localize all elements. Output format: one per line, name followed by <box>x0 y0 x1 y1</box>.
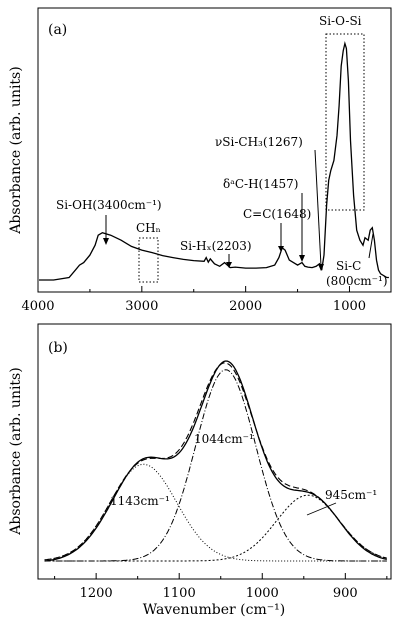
annotation-si-c: Si-C <box>336 259 361 273</box>
fit-sum-curve <box>44 362 387 561</box>
panel-b-tick-label: 1000 <box>246 586 279 601</box>
panel-b-ylabel: Absorbance (arb. units) <box>8 367 24 535</box>
panel-b-tick-label: 1100 <box>163 586 196 601</box>
panel-b-xlabel: Wavenumber (cm⁻¹) <box>143 602 285 618</box>
panel-a-tick-label: 2000 <box>229 299 262 314</box>
peak-label-1044: 1044cm⁻¹ <box>194 432 254 446</box>
panel-a-spectrum <box>39 40 389 281</box>
annotation-c-h: δᵃC-H(1457) <box>223 177 298 191</box>
panel-b-x-axis: 1200 1100 1000 900 <box>54 573 388 601</box>
panel-a-spectrum-line <box>39 40 389 281</box>
annotation-si-oh: Si-OH(3400cm⁻¹) <box>56 198 162 212</box>
panel-a-frame <box>37 7 392 293</box>
panel-b-label: (b) <box>48 340 68 356</box>
annotation-si-hx: Si-Hₓ(2203) <box>180 239 252 253</box>
panel-b: (b) Absorbance (arb. units) Wavenumber (… <box>8 323 392 618</box>
panel-b-tick-label: 1200 <box>80 586 113 601</box>
arrowhead-si-oh <box>103 238 109 245</box>
annotation-chn: CHₙ <box>136 221 161 235</box>
panel-a-tick-label: 1000 <box>333 299 366 314</box>
fit-peak-1044-curve <box>44 369 387 562</box>
measured-spectrum-curve <box>44 360 387 562</box>
arrowhead-c-h <box>299 255 305 262</box>
panel-a-ylabel: Absorbance (arb. units) <box>8 66 24 234</box>
panel-b-frame <box>37 323 392 580</box>
arrowhead-c-c <box>278 246 284 252</box>
annotation-arrows <box>103 149 374 271</box>
annotation-si-c-wavenumber: (800cm⁻¹) <box>326 274 388 288</box>
peak-label-945: 945cm⁻¹ <box>325 488 377 502</box>
leader-945 <box>306 502 337 516</box>
leader-si-c <box>368 233 374 259</box>
fit-peak-1143-curve <box>44 463 387 562</box>
annotation-si-ch3: νSi-CH₃(1267) <box>215 135 303 149</box>
chn-box <box>138 237 159 283</box>
panel-b-curves <box>44 360 387 562</box>
peak-label-1143: 1143cm⁻¹ <box>110 494 170 508</box>
annotation-c-c: C=C(1648) <box>243 207 311 221</box>
panel-a-x-axis: 4000 3000 2000 1000 <box>21 286 366 314</box>
panel-b-tick-label: 900 <box>333 586 358 601</box>
panel-a-tick-label: 3000 <box>125 299 158 314</box>
annotation-si-o-si: Si-O-Si <box>319 14 362 28</box>
fit-peak-945-curve <box>44 494 387 562</box>
arrowhead-si-hx <box>226 262 232 268</box>
panel-a: (a) Absorbance (arb. units) 4000 3000 2000… <box>8 7 392 314</box>
arrow-si-ch3 <box>314 149 322 267</box>
si-o-si-box <box>325 33 365 211</box>
panel-a-tick-label: 4000 <box>21 299 54 314</box>
panel-a-label: (a) <box>48 22 67 38</box>
arrowhead-si-ch3 <box>318 264 324 271</box>
